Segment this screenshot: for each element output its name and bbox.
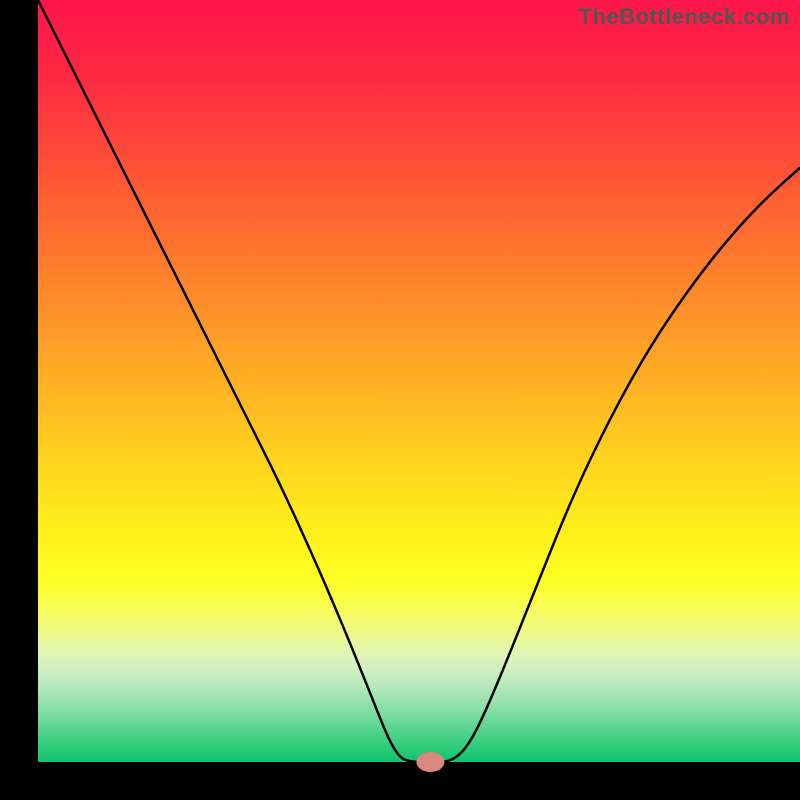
chart-root: TheBottleneck.com <box>0 0 800 800</box>
optimal-point-marker <box>416 752 444 772</box>
gradient-background <box>38 0 800 762</box>
watermark-text: TheBottleneck.com <box>579 4 790 30</box>
bottleneck-chart <box>0 0 800 800</box>
